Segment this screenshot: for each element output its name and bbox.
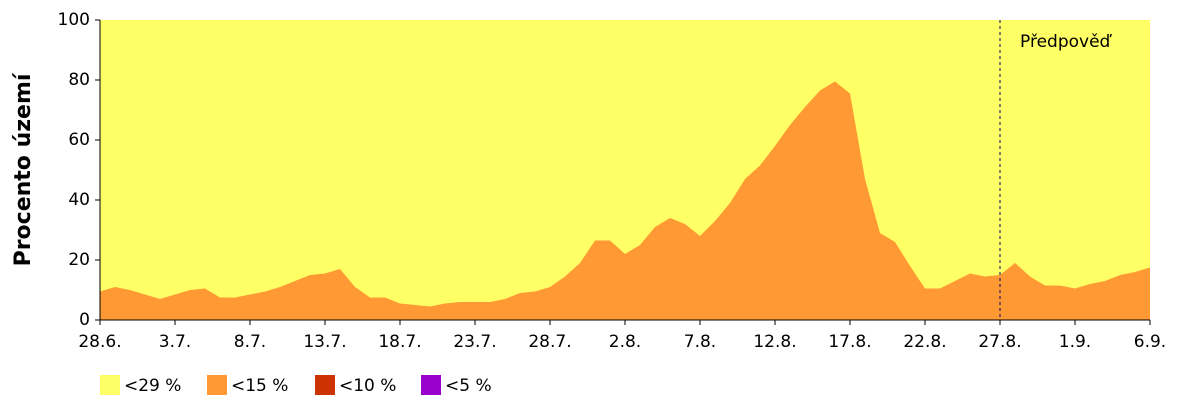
y-tick-label: 100 <box>58 10 90 30</box>
x-tick-label: 27.8. <box>978 332 1021 352</box>
legend-swatch <box>100 375 120 395</box>
legend-swatch <box>421 375 441 395</box>
x-tick-label: 22.8. <box>903 332 946 352</box>
y-axis-label: Procento území <box>11 72 36 266</box>
x-tick-label: 13.7. <box>303 332 346 352</box>
legend-label: <15 % <box>231 376 288 396</box>
legend-label: <29 % <box>124 376 181 396</box>
x-tick-label: 1.9. <box>1059 332 1091 352</box>
area <box>100 81 1150 320</box>
y-tick-label: 40 <box>68 190 90 210</box>
legend-swatch <box>315 375 335 395</box>
x-tick-label: 6.9. <box>1134 332 1166 352</box>
x-tick-label: 28.6. <box>78 332 121 352</box>
y-tick-label: 20 <box>68 250 90 270</box>
x-tick-label: 7.8. <box>684 332 716 352</box>
y-tick-label: 60 <box>68 130 90 150</box>
legend-swatch <box>207 375 227 395</box>
x-tick-label: 3.7. <box>159 332 191 352</box>
annotation: Předpověď <box>1020 32 1113 52</box>
x-tick-label: 18.7. <box>378 332 421 352</box>
legend-label: <10 % <box>339 376 396 396</box>
y-tick-label: 0 <box>79 310 90 330</box>
y-tick-label: 80 <box>68 70 90 90</box>
x-tick-label: 8.7. <box>234 332 266 352</box>
x-tick-label: 2.8. <box>609 332 641 352</box>
legend-label: <5 % <box>445 376 492 396</box>
x-tick-label: 17.8. <box>828 332 871 352</box>
x-tick-label: 23.7. <box>453 332 496 352</box>
x-tick-label: 12.8. <box>753 332 796 352</box>
x-tick-label: 28.7. <box>528 332 571 352</box>
